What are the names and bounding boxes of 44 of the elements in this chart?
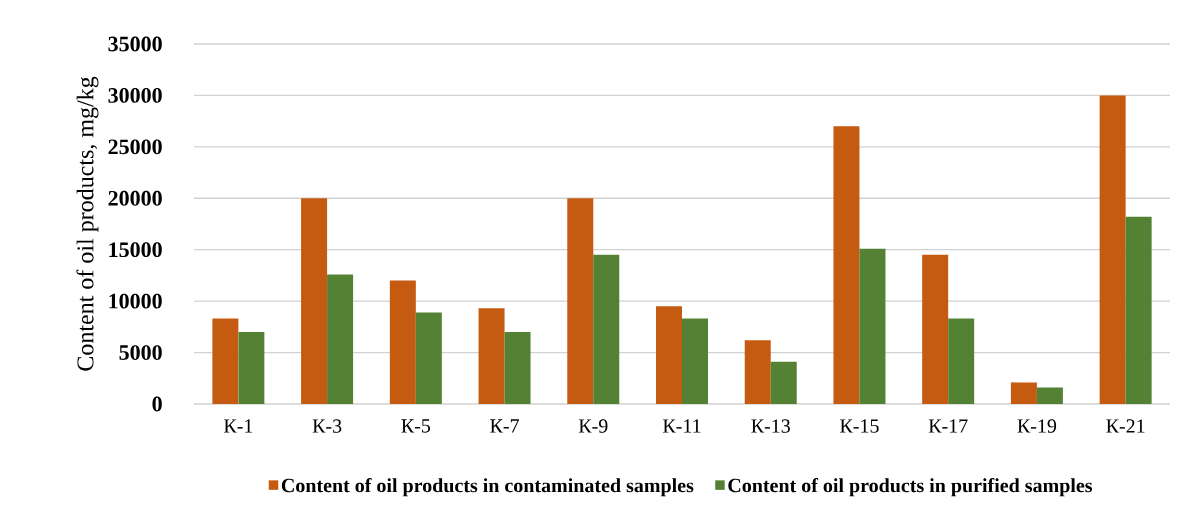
y-tick-label: 20000: [108, 190, 162, 206]
bar: [301, 198, 328, 404]
x-tick-label: К-17: [928, 419, 968, 433]
y-axis-title: Content of oil products, mg/kg: [76, 76, 99, 371]
y-tick-label: 15000: [109, 242, 162, 258]
bar: [593, 254, 620, 404]
x-tick-label: К-3: [312, 419, 342, 433]
x-tick-label: К-15: [840, 419, 879, 433]
y-tick-label: 10000: [109, 293, 162, 309]
bar: [922, 254, 949, 404]
bar: [238, 331, 265, 404]
bar: [415, 312, 442, 404]
bar: [327, 274, 354, 404]
x-tick-label: К-1: [223, 419, 253, 433]
bar: [770, 361, 797, 404]
bar: [567, 198, 594, 404]
y-tick-label: 0: [152, 396, 162, 412]
bar: [212, 318, 239, 404]
bar: [478, 308, 505, 404]
x-tick-label: К-19: [1017, 419, 1057, 433]
bar: [1125, 216, 1152, 404]
bar: [833, 126, 860, 404]
x-tick-label: К-21: [1106, 419, 1145, 433]
bar: [1010, 382, 1037, 404]
x-tick-label: К-13: [751, 419, 790, 433]
bar: [504, 331, 531, 404]
y-tick-label: 30000: [108, 87, 162, 103]
y-tick-label: 35000: [108, 36, 162, 52]
x-tick-label: К-7: [490, 419, 519, 433]
legend-label: Content of oil products in contaminated samples: [281, 478, 694, 497]
legend-label: Content of oil products in purified samples: [728, 478, 1093, 497]
y-tick-label: 5000: [119, 345, 162, 360]
bar: [1036, 387, 1063, 404]
bar: [682, 318, 708, 404]
bar: [656, 306, 682, 404]
x-tick-label: К-5: [401, 419, 431, 433]
x-tick-label: К-9: [578, 419, 608, 433]
x-tick-label: К-11: [662, 419, 701, 433]
y-tick-label: 25000: [108, 139, 162, 155]
bar: [744, 340, 771, 404]
bar: [948, 318, 975, 404]
bar: [859, 248, 886, 404]
bar: [1099, 95, 1126, 404]
bar: [389, 280, 416, 404]
